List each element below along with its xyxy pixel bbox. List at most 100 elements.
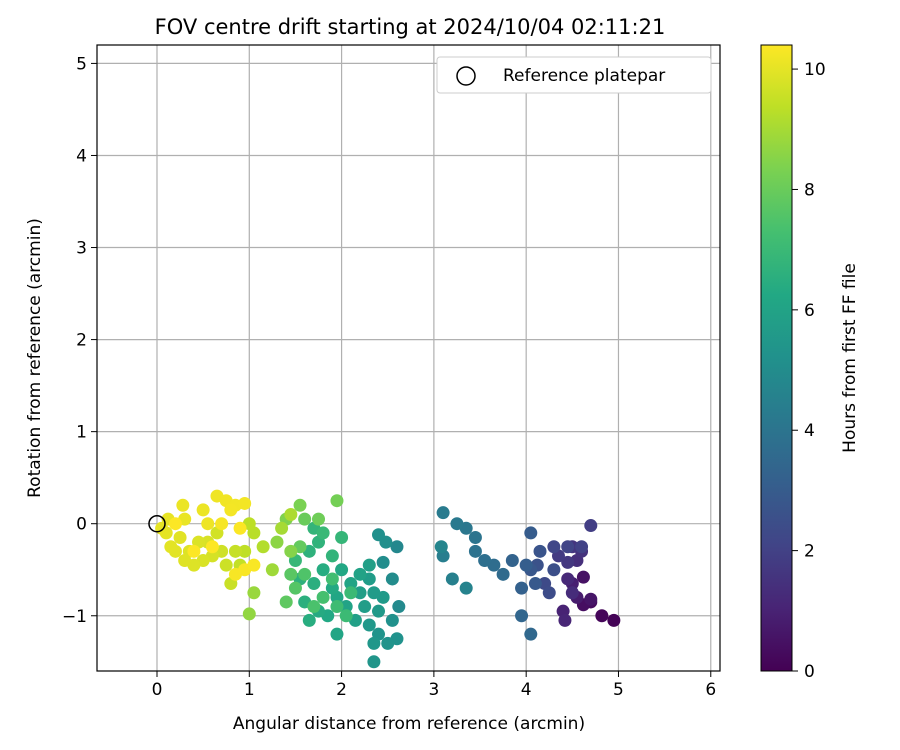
scatter-point (372, 528, 386, 542)
y-tick-label: 0 (76, 515, 87, 535)
scatter-point (445, 572, 459, 586)
y-axis-label: Rotation from reference (arcmin) (25, 218, 45, 498)
x-tick-label: 3 (428, 680, 439, 700)
scatter-point (607, 613, 621, 627)
x-tick-label: 6 (705, 680, 716, 700)
legend-box (436, 56, 712, 94)
reference-platepar-marker (148, 514, 166, 533)
y-tick-label: 4 (76, 146, 87, 166)
scatter-point (233, 521, 247, 535)
scatter-point (284, 544, 298, 558)
scatter-point (515, 581, 529, 595)
scatter-point (358, 600, 372, 614)
chart-title: FOV centre drift starting at 2024/10/04 … (155, 15, 666, 39)
scatter-point (298, 512, 312, 526)
scatter-point (561, 540, 575, 554)
y-tick-label: 3 (76, 239, 87, 259)
scatter-point (215, 517, 229, 531)
scatter-point (316, 563, 330, 577)
scatter-point (187, 544, 201, 558)
scatter-point (325, 549, 339, 563)
colorbar-tick-label: 0 (804, 662, 815, 682)
scatter-point (344, 586, 358, 600)
colorbar (760, 44, 793, 672)
scatter-point (385, 572, 399, 586)
x-tick-label: 2 (336, 680, 347, 700)
scatter-point (533, 544, 547, 558)
scatter-point (372, 604, 386, 618)
y-tick-label: 5 (76, 54, 87, 74)
scatter-point (584, 519, 598, 533)
scatter-point (528, 577, 542, 591)
scatter-point (164, 540, 178, 554)
scatter-point (468, 544, 482, 558)
scatter-point (468, 531, 482, 545)
colorbar-tick-label: 6 (804, 301, 815, 321)
y-tick-label: −1 (62, 607, 87, 627)
scatter-point (496, 567, 510, 581)
scatter-point (335, 563, 349, 577)
scatter-point (561, 555, 575, 569)
scatter-point (284, 567, 298, 581)
scatter-point (353, 586, 367, 600)
scatter-point (392, 600, 406, 614)
scatter-point (228, 544, 242, 558)
scatter-point (565, 586, 579, 600)
scatter-point (385, 613, 399, 627)
scatter-point (330, 600, 344, 614)
scatter-point (434, 540, 448, 554)
scatter-point (219, 558, 233, 572)
y-tick-label: 1 (76, 423, 87, 443)
scatter-point (519, 558, 533, 572)
scatter-point (367, 636, 381, 650)
scatter-point (316, 526, 330, 540)
scatter-point (575, 540, 589, 554)
colorbar-tick-label: 10 (804, 60, 826, 80)
scatter-point (205, 540, 219, 554)
scatter-point (307, 577, 321, 591)
x-tick-label: 5 (613, 680, 624, 700)
x-tick-label: 1 (244, 680, 255, 700)
x-tick-label: 4 (521, 680, 532, 700)
scatter-point (178, 554, 192, 568)
scatter-point (307, 600, 321, 614)
scatter-point (330, 494, 344, 508)
scatter-point (238, 496, 252, 510)
legend-label: Reference platepar (503, 66, 665, 86)
scatter-point (547, 540, 561, 554)
plot-frame (96, 44, 721, 672)
grid-lines (97, 45, 720, 671)
scatter-point (330, 627, 344, 641)
scatter-point (335, 531, 349, 545)
scatter-point (595, 609, 609, 623)
colorbar-tick-label: 4 (804, 421, 815, 441)
scatter-point (381, 636, 395, 650)
scatter-point (224, 503, 238, 517)
scatter-point (561, 572, 575, 586)
colorbar-ticks: 0 2 4 6 8 10 (792, 60, 826, 682)
scatter-point (279, 595, 293, 609)
scatter-point (238, 544, 252, 558)
colorbar-label: Hours from first FF file (840, 263, 860, 453)
scatter-point (316, 590, 330, 604)
scatter-point (558, 613, 572, 627)
scatter-point (450, 517, 464, 531)
scatter-point (362, 618, 376, 632)
scatter-point (275, 521, 289, 535)
scatter-point (176, 498, 190, 512)
scatter-point (344, 577, 358, 591)
scatter-point (459, 581, 473, 595)
scatter-point (302, 613, 316, 627)
scatter-point (247, 558, 261, 572)
scatter-point (339, 609, 353, 623)
x-axis-label: Angular distance from reference (arcmin) (233, 714, 585, 734)
scatter-point (288, 581, 302, 595)
scatter-point (256, 540, 270, 554)
scatter-point (284, 508, 298, 521)
scatter-point (339, 600, 353, 614)
scatter-point (173, 531, 187, 545)
scatter-point (325, 572, 339, 586)
colorbar-tick-label: 2 (804, 542, 815, 562)
scatter-point (478, 554, 492, 568)
colorbar-tick-label: 8 (804, 180, 815, 200)
